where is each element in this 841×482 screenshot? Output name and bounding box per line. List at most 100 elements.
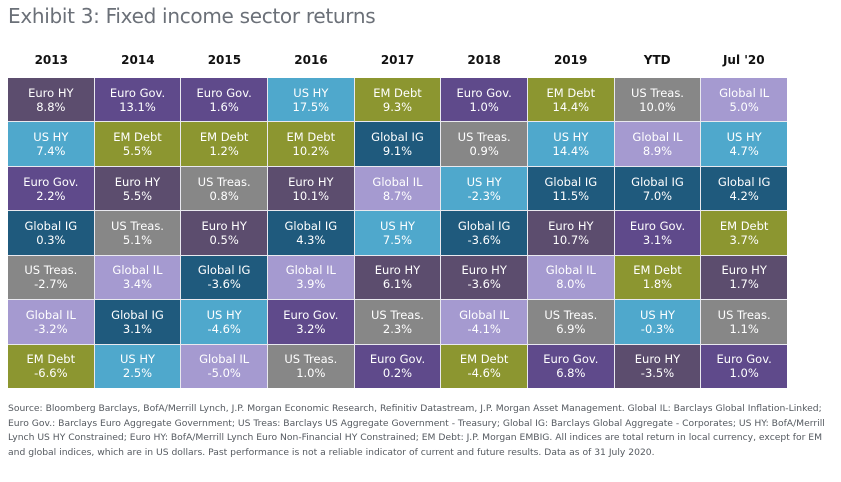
sector-name: EM Debt [633,263,682,278]
sector-cell: US HY 4.7% [701,122,787,166]
sector-return-value: -5.0% [207,366,241,381]
sector-name: Global IG [544,174,598,189]
sector-cell: Global IG 7.0% [614,166,701,211]
sector-cell: EM Debt 14.4% [527,78,614,122]
sector-cell: EM Debt 9.3% [354,78,441,122]
sector-cell: Euro Gov. 1.0% [441,78,527,122]
sector-cell: Euro Gov. 2.2% [8,166,94,211]
sector-cell: Global IG 11.5% [527,166,614,211]
sector-cell: US Treas. 0.8% [181,166,267,211]
sector-cell: US HY 2.5% [94,344,181,388]
column-header: 2014 [121,53,155,67]
sector-cell: Euro HY 10.1% [267,166,354,211]
sector-name: US HY [726,130,762,145]
sector-name: Euro Gov. [196,85,252,100]
sector-cell: EM Debt 5.5% [94,122,181,166]
sector-name: US Treas. [544,307,598,322]
sector-return-value: -3.6% [467,232,501,247]
sector-cell: Euro HY -3.5% [614,344,701,388]
sector-cell: US Treas. 10.0% [614,78,701,122]
sector-return-value: 4.7% [729,144,759,159]
sector-name: Global IL [285,263,336,278]
sector-name: Global IG [197,263,251,278]
sector-return-value: 2.2% [36,188,66,203]
sector-return-value: 0.9% [469,144,499,159]
sector-name: Global IL [719,85,770,100]
sector-name: EM Debt [113,130,162,145]
sector-return-value: 0.3% [36,232,66,247]
sector-cell: US Treas. 1.0% [267,344,354,388]
sector-cell: Global IG 4.3% [267,211,354,255]
sector-return-value: 1.0% [296,366,326,381]
sector-cell: Global IL -4.1% [441,300,527,344]
sector-cell: US Treas. 5.1% [94,211,181,255]
sector-name: Euro HY [114,174,161,189]
sector-cell: Euro Gov. 3.2% [267,300,354,344]
sector-name: Euro Gov. [23,174,79,189]
sector-name: US Treas. [284,352,338,367]
sector-cell: Euro Gov. 0.2% [354,344,441,388]
sector-cell: US HY 14.4% [527,122,614,166]
sector-return-value: -3.6% [207,277,241,292]
sector-return-value: 3.9% [296,277,326,292]
sector-name: Euro HY [548,218,594,233]
sector-name: Global IL [545,263,596,278]
sector-return-value: -4.6% [467,366,501,381]
sector-return-value: 5.5% [122,144,153,159]
sector-return-value: 0.5% [209,232,239,247]
sector-cell: Global IL 3.4% [94,255,181,300]
sector-cell: EM Debt 1.8% [614,255,701,300]
sector-return-value: 7.4% [36,144,66,159]
column-header: 2019 [553,53,588,67]
sector-name: US HY [119,352,156,367]
sector-return-value: 9.3% [382,99,413,114]
sector-cell: Global IL -5.0% [181,344,267,388]
sector-name: Euro Gov. [716,352,772,367]
sector-name: Global IG [631,174,684,189]
sector-cell: US HY 7.4% [8,122,94,166]
sector-return-value: 10.7% [552,232,590,247]
sector-cell: Euro HY 1.7% [701,255,787,300]
sector-return-value: 3.4% [122,277,153,292]
sector-return-value: -2.3% [467,188,501,203]
sector-cell: US Treas. -2.7% [8,255,94,300]
sector-return-value: 0.8% [209,188,239,203]
sector-return-value: 1.0% [469,99,499,114]
sector-name: EM Debt [546,85,596,100]
sector-return-value: 13.1% [119,99,156,114]
sector-name: Global IG [284,218,338,233]
sector-cell: US Treas. 6.9% [527,300,614,344]
sector-cell: Global IL 5.0% [701,78,787,122]
sector-return-value: 11.5% [552,188,590,203]
sector-cell: Euro Gov. 13.1% [94,78,181,122]
sector-cell: US HY -0.3% [614,300,701,344]
sector-name: US HY [639,307,676,322]
sector-cell: Euro Gov. 3.1% [614,211,701,255]
sector-return-value: 5.1% [122,232,153,247]
sector-return-value: 1.2% [209,144,239,159]
sector-cell: US Treas. 1.1% [701,300,787,344]
sector-return-value: 10.2% [292,144,330,159]
sector-return-value: 3.2% [296,321,326,336]
sector-return-value: 14.4% [552,144,590,159]
sector-name: EM Debt [719,218,769,233]
sector-return-value: 5.0% [729,99,759,114]
sector-name: Euro Gov. [109,85,166,100]
sector-return-value: 1.0% [729,366,759,381]
sector-return-value: 8.9% [642,144,673,159]
sector-return-value: 6.9% [556,321,586,336]
sector-name: Global IG [24,218,78,233]
sector-return-value: 3.1% [642,232,673,247]
sector-name: Euro HY [721,263,767,278]
sector-return-value: -3.6% [467,277,501,292]
sector-return-value: -6.6% [34,366,68,381]
sector-name: Global IL [199,352,250,367]
sector-cell: Global IG 4.2% [701,166,787,211]
column-header: Jul '20 [722,53,765,67]
sector-cell: Euro Gov. 1.0% [701,344,787,388]
sector-name: Global IL [632,130,683,145]
sector-return-value: 5.5% [122,188,153,203]
sector-name: Global IL [25,307,76,322]
sector-cell: Global IG -3.6% [441,211,527,255]
sector-name: Global IL [112,263,163,278]
